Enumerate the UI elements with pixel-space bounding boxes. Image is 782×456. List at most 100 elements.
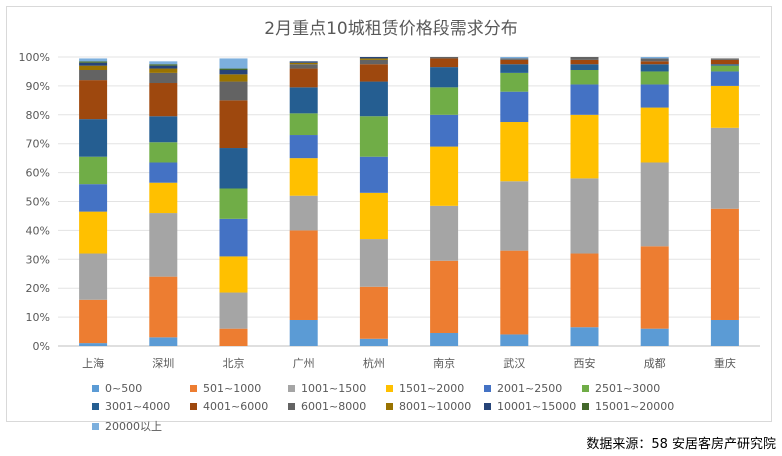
legend-swatch [484, 385, 491, 392]
bar-segment [500, 57, 529, 59]
legend-item: 10001~15000 [484, 400, 582, 413]
bar-segment [359, 58, 388, 60]
bar-segment [500, 181, 529, 251]
legend-item: 2501~3000 [582, 382, 680, 395]
bar-segment [430, 332, 459, 346]
x-tick-label: 成都 [644, 357, 666, 370]
y-tick-label: 10% [26, 311, 50, 324]
legend-item: 15001~20000 [582, 400, 680, 413]
y-tick-label: 90% [26, 80, 50, 93]
bar-segment [500, 91, 529, 123]
bar-segment [500, 122, 529, 182]
bar-segment [640, 61, 669, 65]
bar-segment [149, 162, 178, 183]
y-tick-label: 40% [26, 224, 50, 237]
bar-segment [710, 127, 739, 209]
bar-segment [710, 65, 739, 72]
bar-segment [430, 260, 459, 333]
legend-label: 2501~3000 [595, 382, 661, 395]
legend-label: 10001~15000 [497, 400, 577, 413]
x-tick-label: 上海 [82, 356, 104, 370]
bar-segment [79, 58, 108, 62]
bar-segment [79, 119, 108, 157]
legend-item: 1501~2000 [386, 382, 484, 395]
x-tick-label: 重庆 [714, 356, 736, 370]
bar-segment [500, 250, 529, 335]
legend-swatch [92, 422, 99, 430]
bar-segment [500, 64, 529, 73]
bar-segment [79, 80, 108, 120]
bar-segment [710, 58, 739, 60]
bar-segment [289, 87, 318, 114]
bar-segment [219, 292, 248, 329]
bar-segment [149, 68, 178, 73]
legend-item: 6001~8000 [288, 400, 386, 413]
bar-segment [570, 64, 599, 71]
bar-segment [640, 246, 669, 329]
chart-title: 2月重点10城租赁价格段需求分布 [264, 19, 518, 39]
legend-label: 15001~20000 [595, 400, 675, 413]
bar-segment [289, 113, 318, 136]
bar-segment [149, 213, 178, 277]
bar-segment [219, 70, 248, 75]
bar-segment [79, 343, 108, 346]
bar-segment [79, 211, 108, 254]
y-tick-label: 0% [33, 340, 50, 353]
legend-swatch [386, 403, 393, 410]
bar-segment [289, 319, 318, 346]
bar-segment [219, 188, 248, 219]
bar-segment [149, 276, 178, 338]
legend-label: 6001~8000 [301, 400, 367, 413]
legend-swatch [288, 385, 295, 392]
bar-segment [219, 58, 248, 69]
bar-segment [289, 195, 318, 231]
bar-segment [710, 64, 739, 66]
bar-segment [710, 208, 739, 320]
bar-segment [359, 239, 388, 287]
legend-label: 8001~10000 [399, 400, 472, 413]
bar-segment [430, 57, 459, 59]
bar-segment [430, 114, 459, 147]
bar-segment [149, 64, 178, 66]
legend-label: 1501~2000 [399, 382, 465, 395]
bar-segment [430, 87, 459, 115]
y-tick-label: 80% [26, 109, 50, 122]
bar-segment [359, 59, 388, 65]
bar-segment [710, 319, 739, 346]
bar-segment [289, 158, 318, 196]
legend-swatch [582, 403, 589, 410]
bar-segment [79, 62, 108, 66]
bar-segment [79, 70, 108, 81]
legend-label: 3001~4000 [105, 400, 171, 413]
x-tick-label: 西安 [574, 356, 596, 370]
bar-segment [640, 162, 669, 247]
bar-segment [570, 84, 599, 115]
bar-segment [289, 64, 318, 69]
bar-segment [640, 84, 669, 108]
bar-segment [640, 71, 669, 85]
legend-swatch [190, 385, 197, 392]
bar-segment [359, 116, 388, 157]
bar-segment [430, 146, 459, 206]
bar-segment [79, 299, 108, 344]
legend-item: 20000以上 [92, 418, 190, 434]
bar-segment [289, 61, 318, 63]
bar-segment [640, 107, 669, 163]
bar-segment [640, 328, 669, 346]
bar-segment [289, 62, 318, 65]
data-source-note: 数据来源：58 安居客房产研究院 [586, 437, 776, 452]
bar-segment [570, 59, 599, 65]
bar-segment [79, 156, 108, 185]
legend-label: 0~500 [105, 382, 143, 395]
legend-label: 4001~6000 [203, 400, 269, 413]
legend-item: 0~500 [92, 382, 190, 395]
bar-segment [640, 58, 669, 62]
bar-segment [640, 57, 669, 59]
bar-segment [289, 135, 318, 159]
legend-label: 20000以上 [105, 420, 162, 433]
y-tick-label: 100% [19, 51, 50, 64]
bar-segment [500, 58, 529, 60]
bar-segment [149, 83, 178, 117]
bar-segment [430, 58, 459, 68]
y-tick-label: 30% [26, 253, 50, 266]
